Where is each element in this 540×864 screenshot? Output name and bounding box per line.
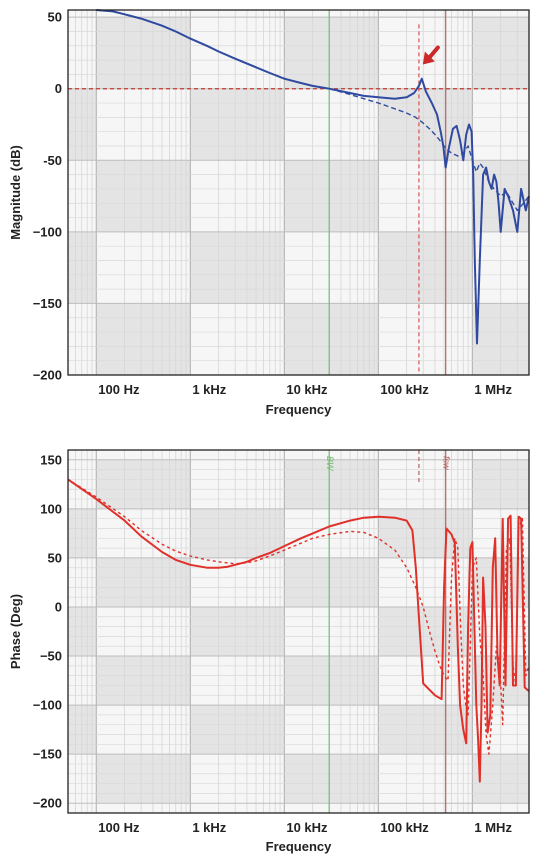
- chart2-shade-band: [190, 606, 285, 657]
- chart1-xtick-label: 100 kHz: [380, 382, 429, 397]
- chart2-shade-band: [68, 508, 97, 558]
- chart2-shade-band: [284, 754, 379, 804]
- chart1-ytick-label: −150: [33, 296, 62, 311]
- chart2-shade-band: [190, 508, 285, 558]
- chart2-shade-band: [96, 754, 191, 804]
- chart1-shade-band: [96, 17, 191, 89]
- chart2-shade-band: [378, 705, 473, 755]
- chart1-ytick-label: −100: [33, 224, 62, 239]
- chart1-shade-band: [284, 303, 379, 375]
- chart2-shade-band: [68, 606, 97, 657]
- chart1-shade-band: [190, 231, 285, 304]
- chart1-xtick-label: 1 kHz: [192, 382, 226, 397]
- chart1-ytick-label: 50: [48, 10, 62, 25]
- chart2-shade-band: [96, 459, 191, 509]
- chart2-group: BW fsw 150 100 50 0 −50 −100 −150 −200 100 Hz 1 kHz…: [8, 449, 530, 854]
- chart2-shade-band: [96, 557, 191, 607]
- chart1-shade-band: [378, 231, 473, 304]
- chart1-shade-band: [96, 160, 191, 232]
- chart1-shade-band: [284, 160, 379, 232]
- chart1-xtick-label: 1 MHz: [474, 382, 512, 397]
- chart2-ytick-label: −100: [33, 698, 62, 713]
- chart1-ytick-label: 0: [55, 81, 62, 96]
- chart2-frame: [67, 449, 530, 814]
- chart1-frame: [67, 9, 530, 376]
- chart1-shade-band: [190, 88, 285, 161]
- chart2-shade-band: [190, 705, 285, 755]
- chart2-ytick-label: −150: [33, 747, 62, 762]
- chart2-shade-band: [284, 656, 379, 706]
- chart2-x-axis-label: Frequency: [266, 839, 333, 854]
- chart2-ytick-label: 0: [55, 599, 62, 614]
- chart1-ytick-label: -50: [43, 153, 62, 168]
- chart1-shade-band: [96, 303, 191, 375]
- chart2-vline-label-1: BW: [325, 456, 335, 472]
- chart1-shade-band: [378, 88, 473, 161]
- chart2-xtick-label: 100 Hz: [98, 820, 140, 835]
- chart2-ytick-label: −200: [33, 796, 62, 811]
- chart1-ytick-label: −200: [33, 368, 62, 383]
- chart1-series-dashed-line: [96, 9, 530, 212]
- chart2-vline-label-3: fsw: [442, 456, 452, 470]
- chart2-y-axis-label: Phase (Deg): [8, 594, 23, 669]
- arrow-head: [422, 51, 435, 65]
- chart2-shade-band: [378, 508, 473, 558]
- chart1-xtick-label: 100 Hz: [98, 382, 140, 397]
- chart2-shade-band: [284, 459, 379, 509]
- chart2-xtick-label: 100 kHz: [380, 820, 429, 835]
- chart2-shade-band: [68, 705, 97, 755]
- chart1-y-axis-label: Magnitude (dB): [8, 145, 23, 240]
- chart2-xtick-label: 1 MHz: [474, 820, 512, 835]
- chart1-group: 50 0 -50 −100 −150 −200 100 Hz 1 kHz 10 kHz 100 k…: [8, 9, 530, 417]
- chart2-shade-band: [96, 656, 191, 706]
- chart2-ytick-label: −50: [40, 649, 62, 664]
- chart1-shade-band: [68, 231, 97, 304]
- chart1-shade-band: [284, 17, 379, 89]
- chart2-xtick-label: 1 kHz: [192, 820, 226, 835]
- chart1-annotation-arrow: [422, 45, 440, 65]
- chart2-ytick-label: 50: [48, 550, 62, 565]
- chart2-xtick-label: 10 kHz: [286, 820, 328, 835]
- chart2-shade-band: [284, 557, 379, 607]
- chart1-xtick-label: 10 kHz: [286, 382, 328, 397]
- chart2-ytick-label: 150: [40, 452, 62, 467]
- chart2-ytick-label: 100: [40, 501, 62, 516]
- chart1-x-axis-label: Frequency: [266, 402, 333, 417]
- chart1-shade-band: [68, 88, 97, 161]
